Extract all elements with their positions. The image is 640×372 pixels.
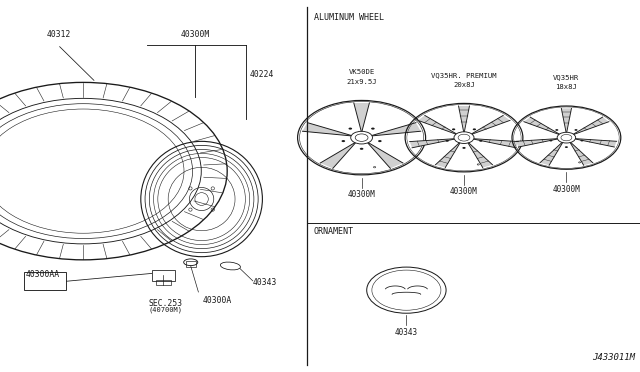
Text: 40300M: 40300M bbox=[348, 190, 376, 199]
Polygon shape bbox=[516, 139, 557, 147]
Polygon shape bbox=[368, 143, 403, 169]
Polygon shape bbox=[561, 108, 572, 132]
Circle shape bbox=[549, 140, 552, 141]
Circle shape bbox=[452, 128, 455, 130]
Polygon shape bbox=[320, 143, 355, 169]
Polygon shape bbox=[474, 139, 518, 148]
Text: 40343: 40343 bbox=[253, 278, 277, 287]
Polygon shape bbox=[435, 143, 460, 167]
Text: VQ35HR: VQ35HR bbox=[553, 74, 580, 80]
Polygon shape bbox=[418, 115, 456, 134]
Polygon shape bbox=[458, 106, 470, 131]
Polygon shape bbox=[524, 117, 559, 134]
Text: VQ35HR. PREMIUM: VQ35HR. PREMIUM bbox=[431, 72, 497, 78]
Bar bbox=[156, 280, 171, 285]
Circle shape bbox=[445, 140, 449, 142]
Polygon shape bbox=[540, 143, 563, 165]
Polygon shape bbox=[354, 103, 369, 131]
Text: VK50DE: VK50DE bbox=[348, 69, 375, 75]
Text: 21x9.5J: 21x9.5J bbox=[346, 79, 377, 85]
Bar bbox=[24, 272, 66, 290]
Text: 40343: 40343 bbox=[395, 328, 418, 337]
Circle shape bbox=[371, 128, 374, 130]
Circle shape bbox=[349, 128, 352, 130]
Polygon shape bbox=[570, 143, 593, 165]
Bar bbox=[186, 261, 196, 267]
Polygon shape bbox=[303, 123, 351, 136]
Text: ORNAMENT: ORNAMENT bbox=[314, 227, 354, 236]
Polygon shape bbox=[372, 123, 420, 136]
Circle shape bbox=[378, 140, 381, 142]
Text: 40300M: 40300M bbox=[552, 185, 580, 194]
Circle shape bbox=[473, 128, 476, 130]
Circle shape bbox=[556, 129, 558, 131]
Circle shape bbox=[479, 140, 483, 142]
Circle shape bbox=[565, 146, 568, 148]
Polygon shape bbox=[472, 115, 510, 134]
Text: 40300M: 40300M bbox=[180, 30, 210, 39]
Polygon shape bbox=[574, 117, 609, 134]
Polygon shape bbox=[410, 139, 454, 148]
Text: 40300AA: 40300AA bbox=[26, 270, 60, 279]
Circle shape bbox=[462, 147, 466, 149]
Text: SEC.253: SEC.253 bbox=[148, 299, 182, 308]
Text: 40224: 40224 bbox=[250, 70, 274, 79]
Text: J433011M: J433011M bbox=[592, 353, 635, 362]
Circle shape bbox=[575, 129, 577, 131]
Text: 40312: 40312 bbox=[47, 30, 71, 39]
Text: 40300A: 40300A bbox=[202, 296, 232, 305]
Text: ALUMINUM WHEEL: ALUMINUM WHEEL bbox=[314, 13, 383, 22]
Circle shape bbox=[360, 148, 364, 150]
Circle shape bbox=[580, 140, 584, 141]
Circle shape bbox=[342, 140, 345, 142]
Text: 40300M: 40300M bbox=[450, 187, 478, 196]
Polygon shape bbox=[576, 139, 616, 147]
Polygon shape bbox=[468, 143, 493, 167]
Text: 18x8J: 18x8J bbox=[556, 84, 577, 90]
Text: 20x8J: 20x8J bbox=[453, 82, 475, 88]
Text: (40700M): (40700M) bbox=[148, 307, 182, 313]
